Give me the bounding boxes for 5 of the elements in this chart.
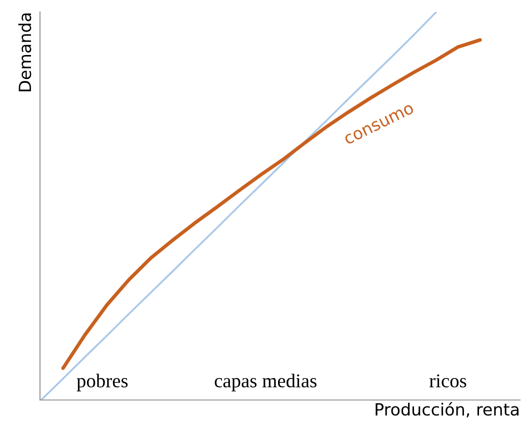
y-axis-title: Demanda — [18, 14, 32, 92]
annotation: pobres — [76, 374, 128, 392]
annotation: capas medias — [214, 374, 316, 392]
annotation: ricos — [429, 374, 466, 388]
x-axis-title: Producción, renta — [376, 402, 518, 418]
